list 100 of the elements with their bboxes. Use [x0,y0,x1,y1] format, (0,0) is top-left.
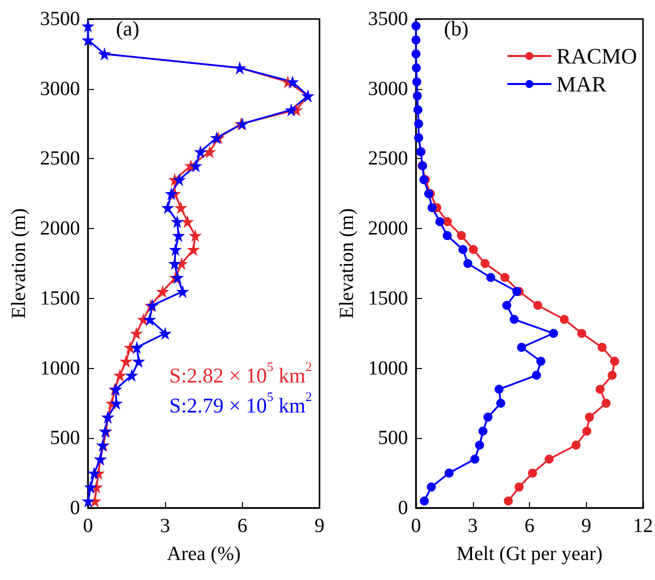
x-tick-label: 9 [580,515,591,537]
y-tick-label: 500 [50,427,80,450]
point [532,300,542,310]
point [82,19,94,32]
point [571,440,580,450]
point [500,272,509,282]
point [414,119,423,128]
point [412,91,422,100]
legend-label: RACMO [556,44,637,68]
point [532,370,540,380]
point [412,105,422,114]
point [164,187,178,200]
x-tick-label: 3 [467,515,478,537]
x-tick-label: 3 [160,515,170,537]
point [516,342,526,352]
point [170,215,184,228]
point [474,440,484,450]
y-tick-label: 2500 [40,148,80,170]
point [468,245,478,254]
point [176,284,190,298]
y-tick-label: 1000 [368,357,408,380]
point [444,468,454,478]
point [544,454,554,464]
legend-label: MAR [556,72,606,96]
point [130,340,144,354]
point [120,354,133,368]
x-tick-label: 9 [314,515,324,537]
x-tick-label: 6 [237,515,248,537]
point [84,480,98,494]
point [419,496,428,506]
y-tick-label: 500 [378,427,408,450]
y-tick-label: 1500 [40,287,80,310]
point [559,314,568,324]
point [607,370,616,380]
point [172,229,186,242]
point [427,203,436,212]
point [125,368,138,382]
point [411,63,420,72]
point [82,494,95,508]
point [434,217,444,226]
point [503,496,512,506]
point [132,354,146,368]
point [548,328,558,338]
point [412,77,421,86]
point [536,356,545,366]
point [171,270,184,284]
point [576,328,586,338]
point [426,482,436,492]
point [584,412,594,422]
point [156,284,170,298]
y-tick-label: 2000 [368,218,408,240]
x-tick-label: 6 [524,515,534,537]
point [458,245,467,254]
point [480,259,490,268]
point [514,482,524,492]
y-axis-title: Elevation (m) [336,208,358,319]
point [181,215,194,228]
x-axis-title: Area (%) [166,543,241,565]
point [610,356,619,366]
point [161,201,174,214]
point [189,159,202,172]
y-axis-title: Elevation (m) [8,208,30,319]
point [284,103,298,116]
point [442,231,452,240]
point [494,384,504,394]
y-tick-label: 0 [398,497,408,519]
point [462,259,472,268]
y-tick-label: 0 [70,497,80,519]
point [130,326,143,340]
point [411,35,420,44]
point [172,173,186,186]
annotation: (a) [116,16,140,40]
point [509,314,518,324]
y-tick-label: 1000 [40,357,80,380]
y-tick-label: 3000 [368,78,408,100]
point [113,368,126,382]
point [486,272,495,282]
point [143,312,156,326]
point [597,342,606,352]
point [601,398,610,408]
point [456,231,466,240]
point [411,49,420,58]
point [203,145,216,158]
y-tick-label: 2500 [368,148,408,170]
y-tick-label: 3000 [40,78,80,100]
point [174,201,188,214]
point [188,229,202,242]
x-tick-label: 12 [632,515,652,537]
point [582,426,591,436]
annotation: (b) [444,16,468,40]
point [88,466,101,480]
point [286,75,299,88]
point [528,468,537,478]
point [194,145,207,158]
point [186,243,200,256]
y-tick-label: 3500 [40,8,80,30]
point [168,257,182,270]
point [595,384,604,394]
point [512,286,521,296]
point [168,243,182,256]
